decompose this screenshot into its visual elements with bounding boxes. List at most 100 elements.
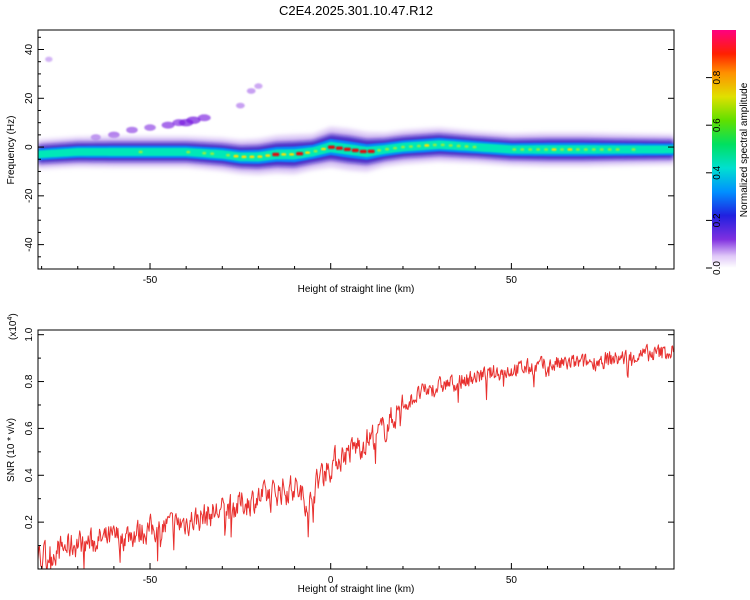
spectrogram-ridge-core xyxy=(520,148,525,151)
spectrogram-ridge-core xyxy=(249,155,255,159)
snr-ytick-label: 0.4 xyxy=(24,468,35,482)
spectrogram-ridge-core xyxy=(320,147,326,151)
spectrogram-ridge-core xyxy=(528,148,533,151)
figure-title: C2E4.2025.301.10.47.R12 xyxy=(279,3,433,18)
spectrogram-ridge-core xyxy=(313,149,318,153)
spectrogram-ridge-core xyxy=(432,143,437,147)
spectrogram-ridge-core-group xyxy=(138,143,636,159)
spectrogram-ridge-core xyxy=(456,144,461,148)
spectrogram-scatter-point xyxy=(161,121,175,129)
spectrogram-ridge-core xyxy=(567,148,573,151)
snr-ylabel: SNR (10 * v/v) xyxy=(6,418,17,482)
colorbar-tick-label: 0.8 xyxy=(712,70,723,84)
spectrogram-ridge-core xyxy=(241,155,247,159)
spectrogram-ridge-core xyxy=(416,144,421,148)
snr-series-line xyxy=(38,343,674,569)
spectrogram-ridge-core xyxy=(591,148,596,151)
snr-panel: -50 0 50 0.2 0.4 0.6 0.8 1.0 Height of straight… xyxy=(6,313,675,595)
spectrogram-ridge-core xyxy=(367,149,375,154)
spectrogram-ridge-core xyxy=(583,148,588,151)
snr-ytick-label: 0.2 xyxy=(24,515,35,529)
snr-xlabel: Height of straight line (km) xyxy=(298,584,415,595)
spectrogram-ridge-core xyxy=(615,148,620,151)
spectrogram-ridge-core xyxy=(305,151,311,154)
spectrogram-ridge-core xyxy=(272,152,280,157)
spectrogram-scatter-point xyxy=(254,83,263,89)
spectrogram-ridge-core xyxy=(359,149,367,154)
colorbar-scale xyxy=(712,30,736,268)
spectrogram-ridge-core xyxy=(599,148,604,151)
snr-ytick-label: 1.0 xyxy=(24,327,35,341)
snr-scale-exponent: 4 xyxy=(7,317,14,321)
spectrogram-ytick-label: 40 xyxy=(24,44,35,56)
svg-text:(x104): (x104) xyxy=(7,313,19,340)
spectrogram-ridge-core xyxy=(186,150,191,154)
colorbar-tick-label: 0.6 xyxy=(712,118,723,132)
spectrogram-ridge-core xyxy=(335,146,343,150)
spectrogram-ridge-core xyxy=(226,153,231,157)
spectrogram-scatter-point xyxy=(235,102,245,109)
spectrogram-ridge-core xyxy=(607,148,612,151)
colorbar-tick-label: 0.0 xyxy=(712,261,723,275)
spectrogram-ridge-core xyxy=(440,143,445,147)
spectrogram-scatter-point xyxy=(197,114,211,122)
spectrogram-ridge-core xyxy=(210,152,215,155)
spectrogram-scatter-group xyxy=(45,56,263,141)
spectrogram-ridge-core xyxy=(472,145,477,149)
spectrogram-ridge-core xyxy=(536,148,541,151)
spectrogram-panel: -50 50 -40 -20 0 20 40 Height of straight line… xyxy=(6,29,675,295)
snr-xtick-label: 0 xyxy=(328,575,334,586)
colorbar-tick-label: 0.2 xyxy=(712,213,723,227)
spectrogram-ylabel: Frequency (Hz) xyxy=(6,116,17,185)
spectrogram-scatter-point xyxy=(186,116,201,124)
spectrogram-ridge-core xyxy=(138,150,143,154)
snr-axes: -50 0 50 0.2 0.4 0.6 0.8 1.0 xyxy=(24,327,674,586)
spectrogram-ytick-label: 20 xyxy=(24,92,35,104)
spectrogram-ridge-core xyxy=(512,148,517,151)
spectrogram-ridge-core xyxy=(448,144,453,147)
spectrogram-ridge-core xyxy=(281,153,287,156)
snr-scale-label: (x10 xyxy=(8,320,19,340)
spectrogram-xtick-label: -50 xyxy=(143,275,158,286)
colorbar-ticks: 0.0 0.2 0.4 0.6 0.8 xyxy=(706,70,723,275)
spectrogram-scatter-point xyxy=(45,56,53,62)
spectrogram-ridge-core xyxy=(551,148,557,151)
spectrogram-ridge-core xyxy=(202,151,207,155)
spectrogram-xtick-label: 50 xyxy=(506,275,518,286)
snr-ytick-label: 0.8 xyxy=(24,374,35,388)
spectrogram-ridge-core xyxy=(257,155,263,158)
spectrogram-ridge-core xyxy=(575,148,580,151)
spectrogram-scatter-point xyxy=(246,88,256,94)
spectrogram-scatter-point xyxy=(108,131,120,139)
spectrogram-xlabel: Height of straight line (km) xyxy=(298,284,415,295)
spectrogram-ytick-label: 0 xyxy=(24,144,35,150)
snr-xtick-label: 50 xyxy=(506,575,518,586)
spectrogram-ytick-label: -20 xyxy=(24,188,35,203)
colorbar: 0.0 0.2 0.4 0.6 0.8 Normalized spectral ampl… xyxy=(706,30,750,275)
spectrogram-ridge-core xyxy=(233,154,239,158)
spectrogram-ridge-core xyxy=(544,148,549,151)
snr-xtick-label: -50 xyxy=(143,575,158,586)
spectrogram-ridge-core xyxy=(289,153,295,156)
snr-ytick-label: 0.6 xyxy=(24,421,35,435)
spectrogram-ridge-core xyxy=(408,145,413,148)
spectrogram-ridge-core xyxy=(393,146,398,150)
spectrogram-ridge-core xyxy=(351,148,359,153)
spectrogram-ridge-core xyxy=(296,151,304,156)
colorbar-label: Normalized spectral amplitude xyxy=(739,82,750,217)
colorbar-tick-label: 0.4 xyxy=(712,165,723,179)
snr-scale-note: (x104) xyxy=(7,313,19,340)
spectrogram-ytick-label: -40 xyxy=(24,237,35,252)
spectrogram-frame xyxy=(37,29,675,270)
spectrogram-plot-area xyxy=(38,56,674,175)
spectrogram-axes: -50 50 -40 -20 0 20 40 xyxy=(24,36,674,286)
spectrogram-ridge-core xyxy=(377,148,382,152)
spectrogram-ridge-core xyxy=(265,154,271,157)
spectrogram-ridge-core xyxy=(559,148,564,151)
spectrogram-ridge-core xyxy=(400,145,405,149)
spectrogram-ridge-core xyxy=(327,145,335,149)
spectrogram-ridge-core xyxy=(631,148,636,151)
spectrogram-ridge-core xyxy=(424,144,430,147)
spectrogram-ridge-core xyxy=(385,147,390,151)
